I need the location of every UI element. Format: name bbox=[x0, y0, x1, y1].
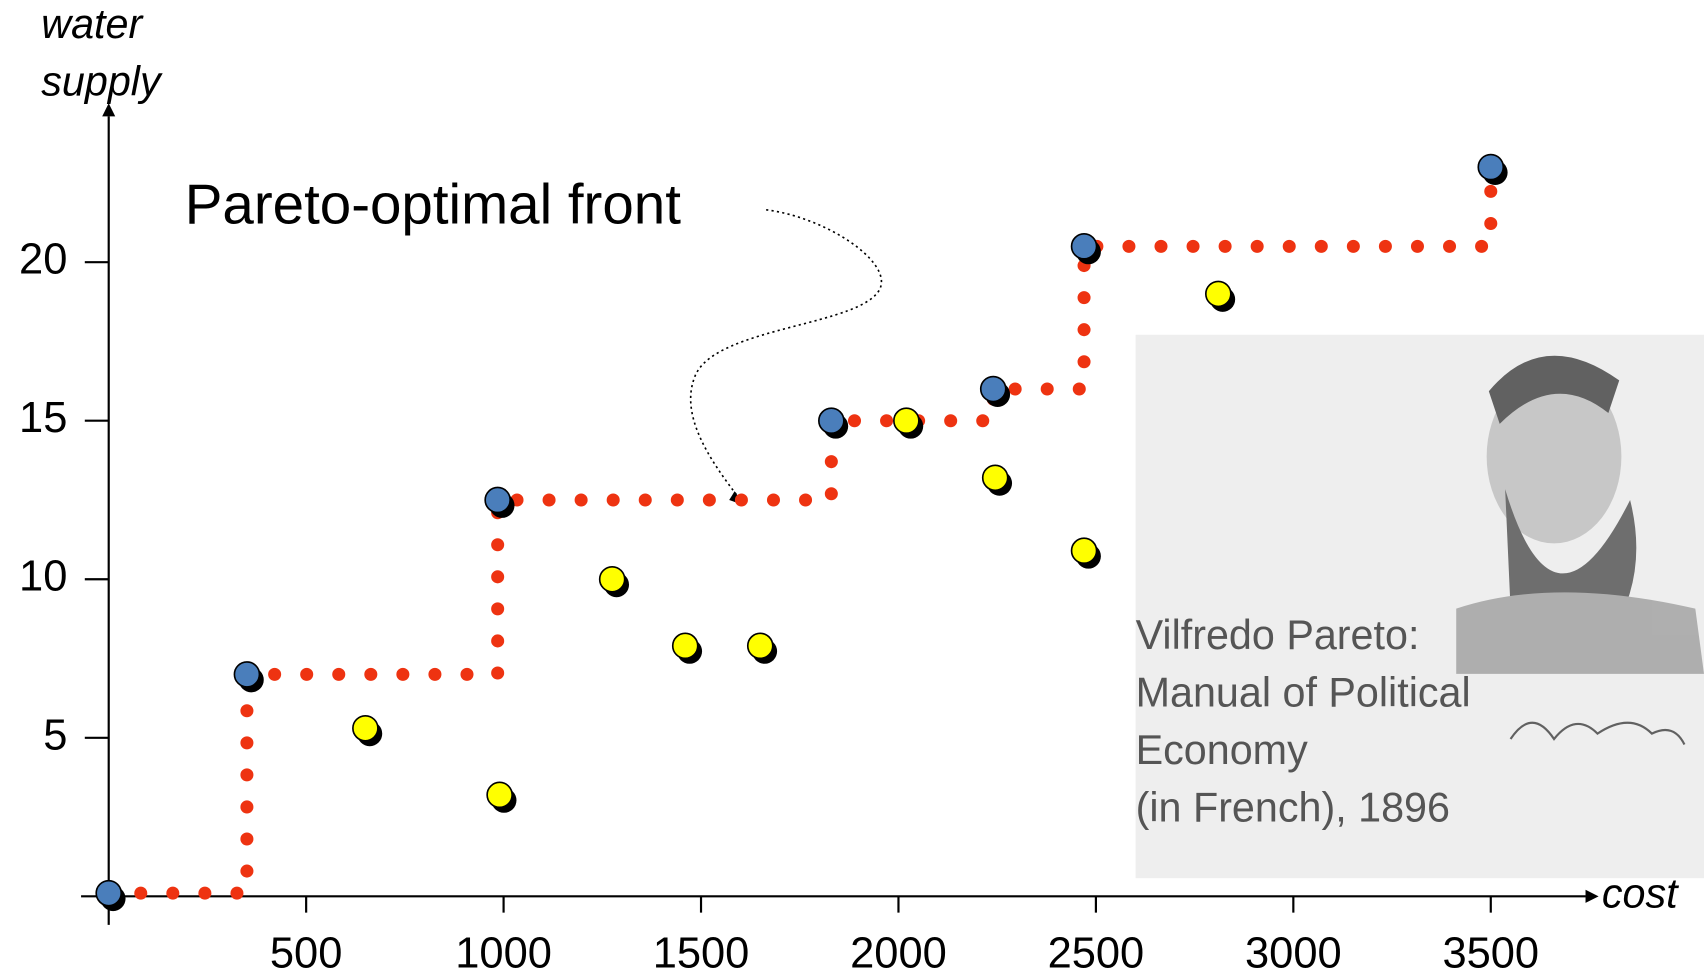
point bbox=[487, 782, 516, 812]
point bbox=[894, 408, 923, 438]
x-tick-label: 2500 bbox=[1048, 930, 1145, 976]
inset-line: Economy bbox=[1136, 727, 1308, 773]
point-marker bbox=[234, 662, 259, 687]
point bbox=[981, 377, 1010, 407]
point bbox=[1072, 538, 1101, 568]
point bbox=[1072, 234, 1101, 264]
point bbox=[673, 633, 702, 663]
x-tick-label: 1500 bbox=[653, 930, 750, 976]
inset-line: (in French), 1896 bbox=[1136, 785, 1450, 831]
point bbox=[234, 662, 263, 692]
point bbox=[96, 881, 125, 911]
x-axis-label: cost bbox=[1602, 871, 1679, 917]
y-tick-label: 20 bbox=[19, 236, 67, 284]
y-tick-label: 10 bbox=[19, 553, 67, 601]
annotation: Pareto-optimal front bbox=[185, 173, 681, 236]
point-marker bbox=[819, 408, 844, 433]
point-marker bbox=[1206, 281, 1231, 306]
y-axis-arrow bbox=[102, 103, 115, 116]
inset-line: Manual of Political bbox=[1136, 669, 1471, 715]
y-tick-label: 5 bbox=[43, 711, 67, 759]
point bbox=[1206, 281, 1235, 311]
point-marker bbox=[1478, 155, 1503, 180]
x-tick-label: 500 bbox=[270, 930, 343, 976]
point-marker bbox=[600, 567, 625, 592]
inset-line: Vilfredo Pareto: bbox=[1136, 612, 1420, 658]
point-marker bbox=[1072, 538, 1097, 563]
x-tick-label: 3000 bbox=[1245, 930, 1342, 976]
point-marker bbox=[981, 377, 1006, 402]
point bbox=[819, 408, 848, 438]
point bbox=[748, 633, 777, 663]
y-axis-label: water bbox=[41, 1, 144, 47]
page: {"chart_data": { "type": "scatter", "xla… bbox=[0, 0, 1704, 976]
point-marker bbox=[487, 782, 512, 807]
point-marker bbox=[983, 465, 1008, 490]
point-marker bbox=[353, 716, 378, 741]
y-tick-label: 15 bbox=[19, 394, 67, 442]
point bbox=[353, 716, 382, 746]
point-marker bbox=[894, 408, 919, 433]
x-tick-label: 2000 bbox=[850, 930, 947, 976]
x-tick-label: 1000 bbox=[455, 930, 552, 976]
x-tick-label: 3500 bbox=[1442, 930, 1539, 976]
chart: Vilfredo Pareto: Manual of Political Eco… bbox=[0, 0, 1704, 976]
point-marker bbox=[748, 633, 773, 658]
point-marker bbox=[96, 881, 121, 906]
point bbox=[983, 465, 1012, 495]
point-marker bbox=[673, 633, 698, 658]
annotation-arrow bbox=[691, 210, 882, 502]
point-marker bbox=[485, 487, 510, 512]
point-marker bbox=[1072, 234, 1097, 259]
x-axis-arrow bbox=[1586, 890, 1599, 903]
y-axis-label: supply bbox=[41, 59, 163, 105]
point bbox=[600, 567, 629, 597]
point bbox=[1478, 155, 1507, 185]
point bbox=[485, 487, 514, 517]
